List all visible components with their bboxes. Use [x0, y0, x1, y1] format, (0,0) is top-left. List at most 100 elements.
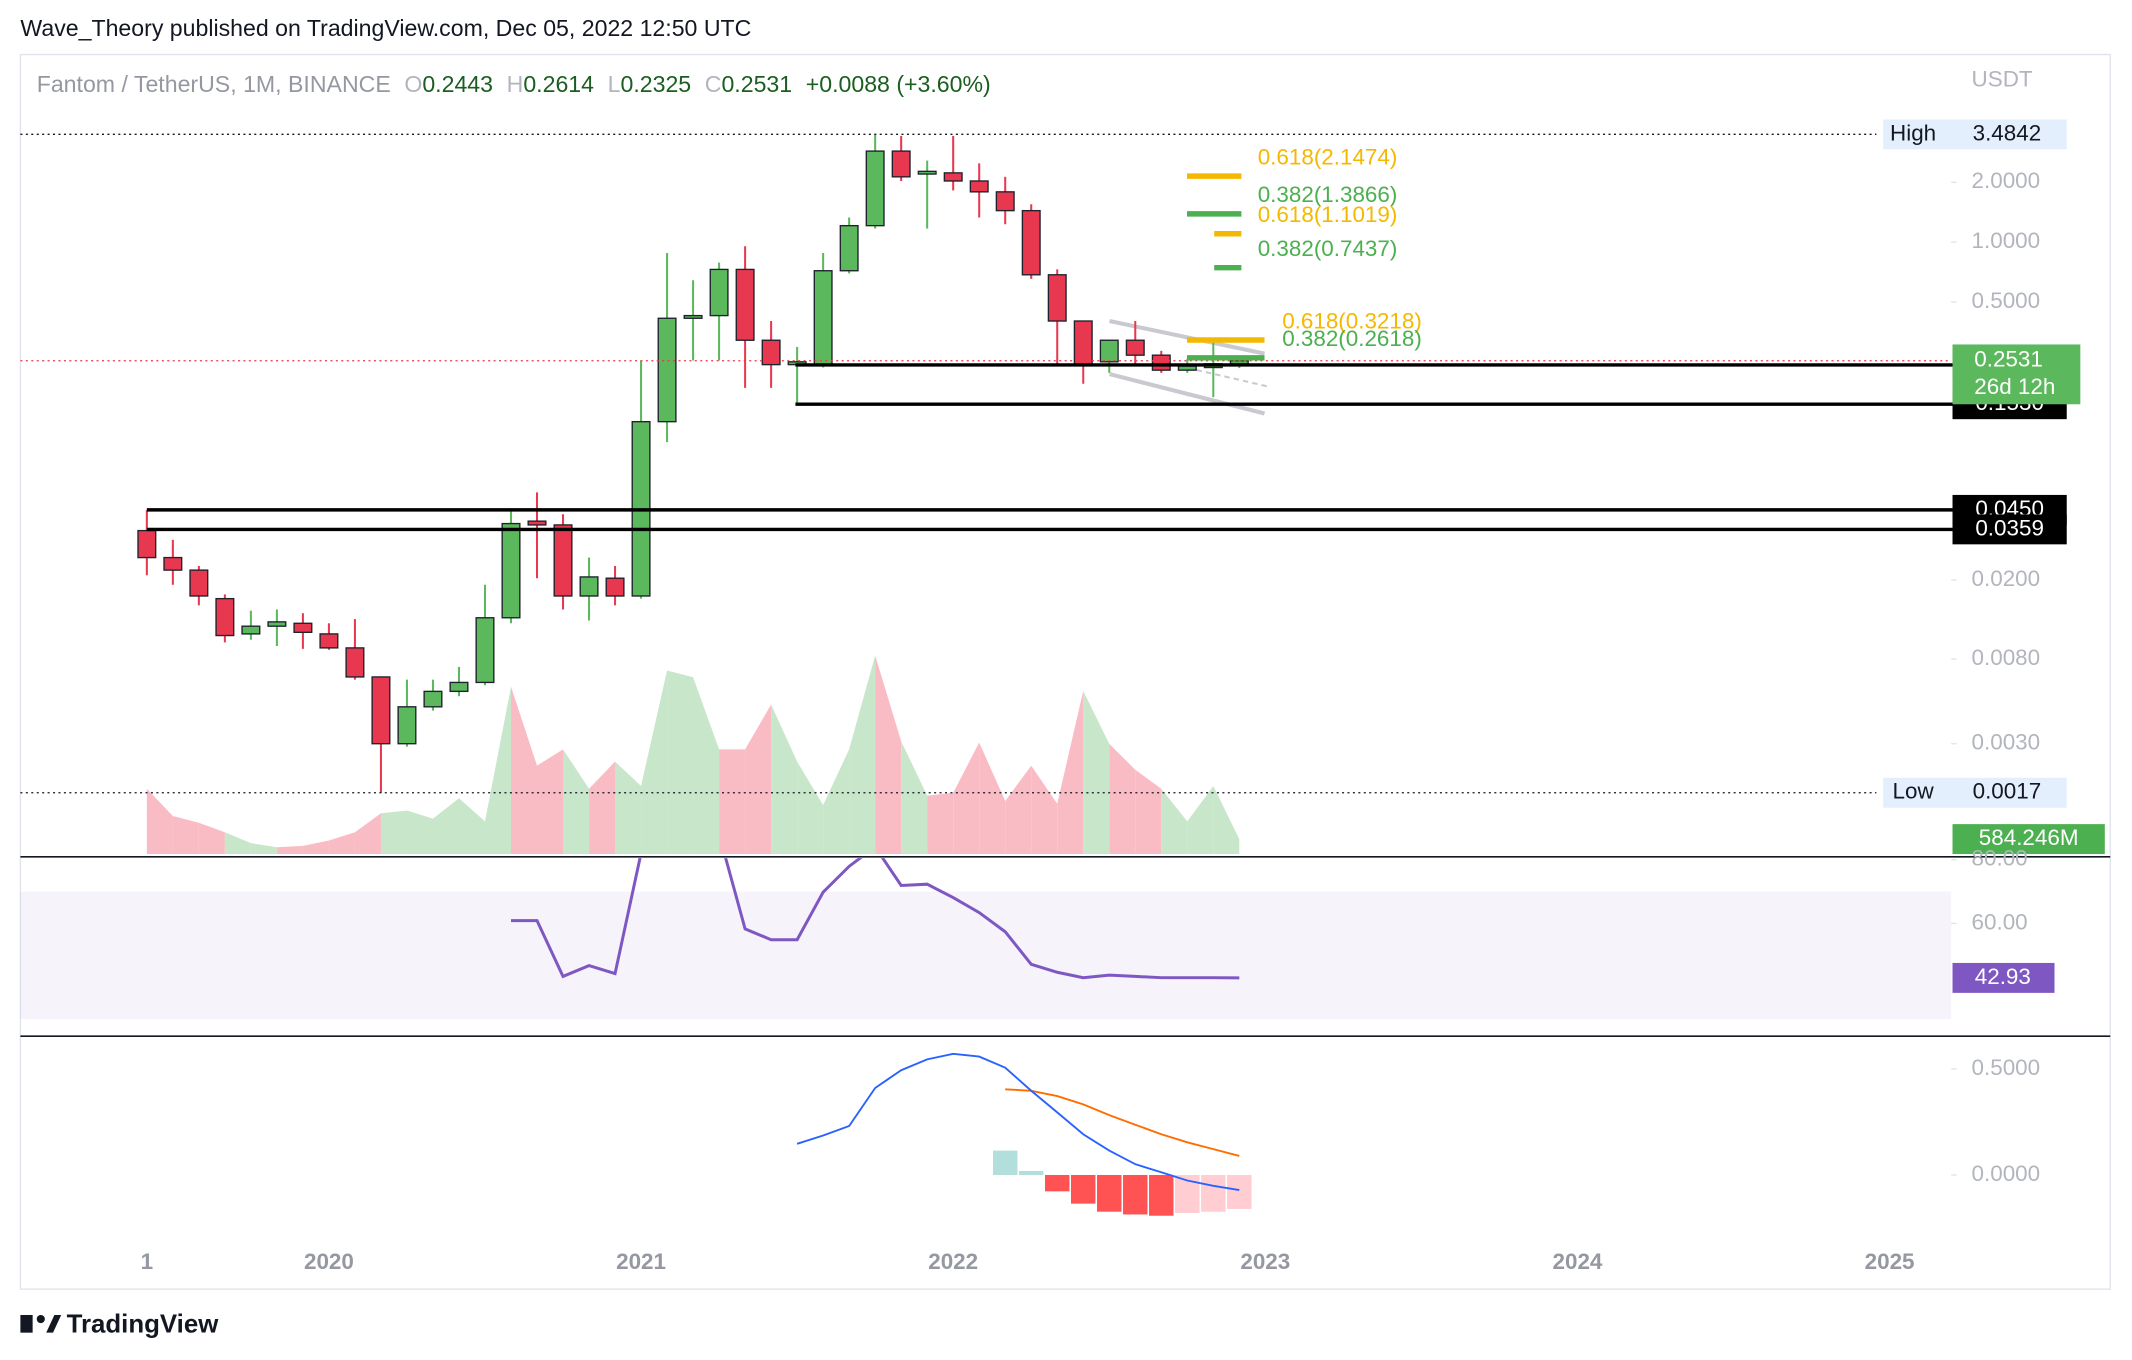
- candle-body: [839, 224, 859, 272]
- volume-area: [953, 742, 980, 855]
- volume-area: [458, 798, 485, 855]
- candle-body: [683, 314, 703, 319]
- candle-body: [657, 317, 677, 423]
- candle-body: [761, 339, 781, 366]
- candle-body: [319, 633, 339, 649]
- candle-body: [267, 621, 287, 627]
- candle-body: [865, 150, 885, 227]
- candle-body: [345, 647, 365, 678]
- x-tick-label: 2022: [928, 1249, 978, 1274]
- y-tick-label: 0.0080: [1972, 645, 2041, 670]
- candle-body: [371, 676, 391, 745]
- volume-area: [1161, 788, 1188, 855]
- candle-body: [1177, 365, 1197, 371]
- candle-body: [553, 524, 573, 597]
- legend-letter: L: [608, 71, 621, 97]
- volume-area: [745, 704, 772, 855]
- legend-letter: O: [404, 71, 422, 97]
- x-tick-label: 2023: [1240, 1249, 1290, 1274]
- fib-label: 0.618(0.3218): [1282, 308, 1422, 333]
- candle-body: [423, 690, 443, 708]
- fib-label: 0.382(1.3866): [1258, 182, 1398, 207]
- macd-histogram-bar: [1227, 1174, 1252, 1209]
- macd-histogram-bar: [1044, 1174, 1070, 1192]
- macd-histogram-bar: [992, 1150, 1018, 1175]
- volume-area: [615, 761, 642, 855]
- volume-area: [797, 761, 824, 855]
- x-tick-label: 1: [141, 1249, 153, 1274]
- candle-body: [995, 191, 1015, 212]
- legend-value: 0.2325: [620, 71, 691, 97]
- volume-area: [406, 810, 433, 855]
- candle-body: [215, 597, 235, 637]
- rsi-band: [20, 891, 1952, 1020]
- candle-body: [969, 180, 989, 193]
- price-tag: [1952, 344, 2081, 405]
- volume-area: [667, 670, 694, 855]
- candle-body: [735, 268, 755, 341]
- macd-line: [796, 1052, 1240, 1191]
- macd-histogram-bar: [1201, 1174, 1226, 1212]
- x-tick-label: 2021: [616, 1249, 666, 1274]
- candle-body: [293, 622, 313, 633]
- brand-name: TradingView: [67, 1311, 220, 1339]
- candle-body: [891, 150, 911, 178]
- y-tick-label: 0.0030: [1972, 730, 2041, 755]
- candle-body: [189, 569, 209, 597]
- volume-area: [1031, 765, 1058, 855]
- legend-letter: H: [507, 71, 524, 97]
- y-tick-label: 80.00: [1972, 846, 2028, 871]
- volume-area: [875, 655, 902, 855]
- volume-area: [484, 686, 512, 855]
- brand-logo: [20, 1314, 62, 1333]
- plot-layer: 2.0000 1.0000 0.5000 0.0200 0.0080 0.0030 High…: [20, 119, 2105, 1274]
- y-tick-label: 0.0200: [1972, 566, 2041, 591]
- candle-body: [605, 577, 625, 597]
- volume-tag: [1952, 824, 2105, 855]
- volume-area: [979, 742, 1006, 855]
- legend-value: 0.2614: [523, 71, 594, 97]
- macd-histogram-bar: [1123, 1174, 1148, 1215]
- volume-area: [250, 843, 277, 855]
- level-label: 0.0359: [1975, 515, 2044, 540]
- macd-histogram-bar: [1097, 1174, 1122, 1212]
- rsi-tag: [1952, 962, 2055, 993]
- candle-body: [527, 520, 547, 526]
- volume-area: [1135, 769, 1162, 855]
- volume-area: [1005, 765, 1032, 855]
- candle-body: [1047, 274, 1067, 322]
- level-tag: [1952, 514, 2067, 545]
- volume-area: [380, 810, 407, 855]
- volume-area: [1109, 743, 1136, 855]
- volume-area: [354, 813, 381, 855]
- x-tick-label: 2020: [304, 1249, 354, 1274]
- extreme-tag: [1883, 119, 2067, 150]
- extreme-value: 0.0017: [1973, 779, 2042, 804]
- volume-label: 584.246M: [1979, 825, 2079, 850]
- candle-body: [1021, 209, 1041, 276]
- candle-body: [137, 529, 157, 559]
- volume-area: [927, 792, 954, 855]
- macd-histogram-bar: [1149, 1174, 1174, 1216]
- volume-area: [1187, 786, 1214, 855]
- extreme-label: High: [1890, 120, 1936, 145]
- candle-body: [1099, 339, 1119, 363]
- volume-area: [589, 761, 616, 855]
- chart-frame: [19, 53, 2111, 1290]
- volume-area: [198, 822, 225, 855]
- volume-area: [823, 749, 850, 855]
- candle-body: [475, 617, 495, 684]
- volume-area: [172, 815, 199, 855]
- volume-area: [511, 686, 538, 855]
- volume-area: [302, 840, 329, 855]
- rsi-line: [511, 858, 1240, 980]
- legend-change: +0.0088 (+3.60%): [806, 71, 991, 97]
- volume-area: [146, 788, 173, 855]
- candle-body: [501, 522, 521, 619]
- rsi-label: 42.93: [1975, 964, 2031, 989]
- candle-body: [813, 270, 833, 366]
- volume-area: [328, 832, 355, 855]
- volume-area: [901, 741, 928, 855]
- publish-header: Wave_Theory published on TradingView.com…: [20, 15, 751, 41]
